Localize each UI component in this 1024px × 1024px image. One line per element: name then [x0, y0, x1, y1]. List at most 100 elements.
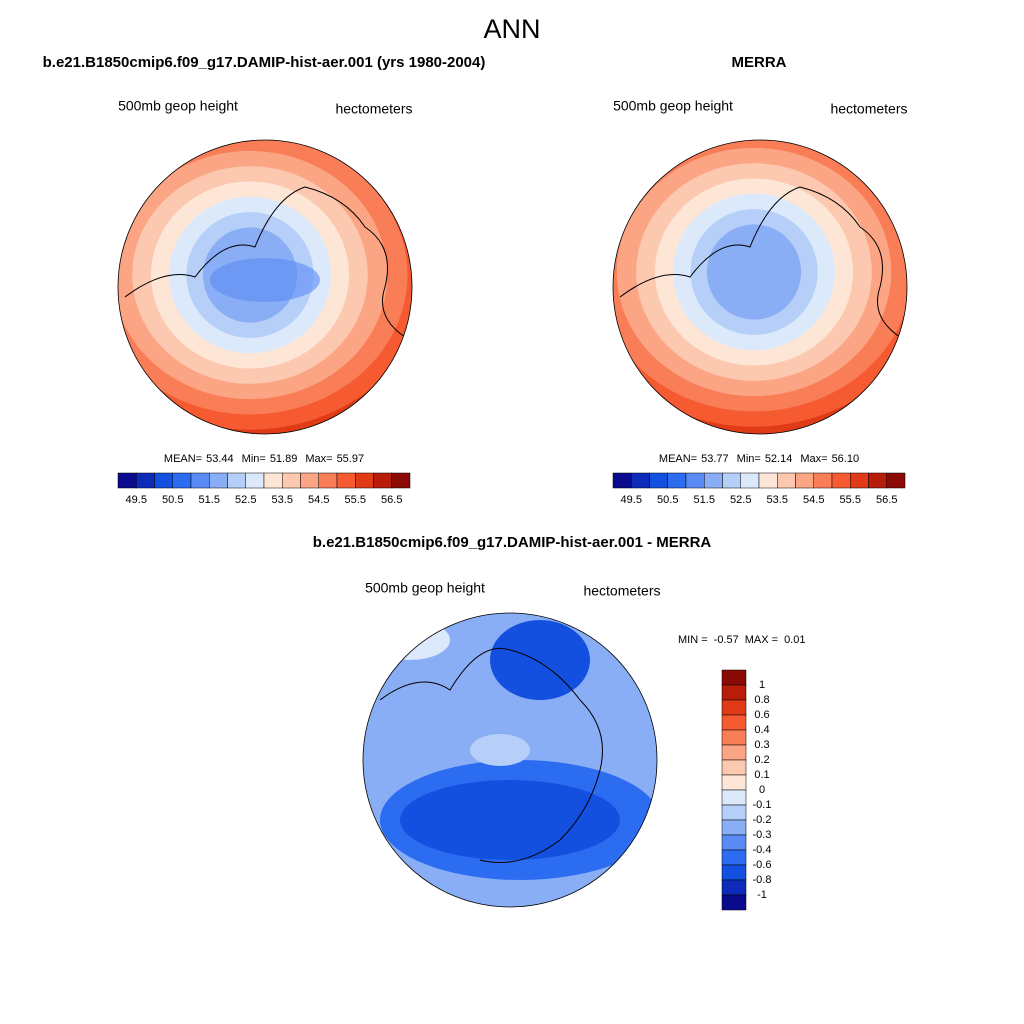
colorbar-label: -1 — [757, 889, 767, 901]
colorbar-box — [190, 472, 210, 489]
colorbar-label: 54.5 — [308, 494, 329, 506]
stat-label: Min= — [242, 453, 266, 465]
stat-label: MAX = — [745, 634, 778, 646]
contour-band — [400, 780, 620, 860]
colorbar-box — [282, 472, 301, 489]
colorbar-box — [318, 472, 338, 489]
coastline — [379, 647, 603, 863]
polar-map — [118, 140, 412, 434]
colorbar-label: -0.3 — [753, 829, 772, 841]
variable-label: 500mb geop height — [365, 580, 485, 596]
panel-title: MERRA — [732, 54, 787, 71]
panel-title: b.e21.B1850cmip6.f09_g17.DAMIP-hist-aer.… — [43, 54, 486, 71]
colorbar-label: 51.5 — [694, 494, 715, 506]
colorbar-box — [721, 789, 747, 806]
colorbar-box — [721, 759, 747, 776]
colorbar-box — [722, 472, 741, 489]
colorbar-box — [721, 699, 747, 716]
colorbar-label: 0 — [759, 784, 765, 796]
colorbar-box — [136, 472, 155, 489]
colorbar-box — [227, 472, 246, 489]
units-label: hectometers — [335, 101, 412, 117]
contour-band — [370, 620, 450, 660]
stat-value: -0.57 — [714, 634, 739, 646]
polar-map — [613, 140, 907, 434]
colorbar-box — [245, 472, 265, 489]
polar-map — [363, 613, 657, 907]
colorbar-label: 54.5 — [803, 494, 824, 506]
stat-label: Max= — [305, 453, 332, 465]
colorbar-box — [154, 472, 173, 489]
colorbar-label: 52.5 — [730, 494, 751, 506]
contour-band — [210, 258, 320, 302]
colorbar-box — [612, 472, 632, 489]
stat-label: Min= — [737, 453, 761, 465]
colorbar-box — [685, 472, 705, 489]
stat-value: 51.89 — [270, 453, 298, 465]
colorbar-box — [886, 472, 906, 489]
stat-value: 56.10 — [832, 453, 860, 465]
colorbar-box — [777, 472, 796, 489]
colorbar-box — [721, 774, 747, 791]
colorbar-label: 56.5 — [381, 494, 402, 506]
colorbar-box — [850, 472, 869, 489]
colorbar-label: 0.1 — [754, 769, 769, 781]
colorbar-box — [721, 729, 747, 746]
colorbar-label: 50.5 — [162, 494, 183, 506]
colorbar-box — [758, 472, 778, 489]
colorbar-box — [391, 472, 411, 489]
colorbar-box — [813, 472, 833, 489]
stats-line: MIN = -0.57 MAX = 0.01 — [678, 634, 805, 646]
colorbar-label: 50.5 — [657, 494, 678, 506]
stats-line: MEAN= 53.44 Min= 51.89 Max= 55.97 — [164, 453, 364, 465]
colorbar-box — [721, 864, 747, 881]
stat-label: MEAN= — [659, 453, 697, 465]
colorbar-box — [721, 714, 747, 731]
colorbar-label: 55.5 — [345, 494, 366, 506]
variable-label: 500mb geop height — [613, 98, 733, 114]
stat-value: 52.14 — [765, 453, 793, 465]
colorbar-box — [263, 472, 283, 489]
map-outline — [117, 139, 413, 435]
colorbar-box — [209, 472, 228, 489]
colorbar-label: -0.6 — [753, 859, 772, 871]
colorbar-label: 56.5 — [876, 494, 897, 506]
colorbar-label: 52.5 — [235, 494, 256, 506]
colorbar-label: 0.6 — [754, 709, 769, 721]
stats-line: MEAN= 53.77 Min= 52.14 Max= 56.10 — [659, 453, 859, 465]
main-title: ANN — [483, 14, 540, 44]
colorbar-label: 0.8 — [754, 694, 769, 706]
colorbar-label: 51.5 — [199, 494, 220, 506]
map-outline — [362, 612, 658, 908]
colorbar-box — [631, 472, 650, 489]
stat-value: 0.01 — [784, 634, 805, 646]
colorbar-box — [336, 472, 356, 489]
colorbar-box — [721, 684, 747, 701]
colorbar-box — [795, 472, 814, 489]
colorbar-label: 49.5 — [621, 494, 642, 506]
colorbar-box — [721, 669, 747, 686]
colorbar-box — [721, 879, 747, 896]
colorbar-box — [831, 472, 851, 489]
stat-value: 55.97 — [337, 453, 365, 465]
colorbar-box — [649, 472, 668, 489]
colorbar-box — [868, 472, 887, 489]
colorbar-label: -0.1 — [753, 799, 772, 811]
units-label: hectometers — [830, 101, 907, 117]
map-outline — [612, 139, 908, 435]
colorbar-box — [300, 472, 319, 489]
colorbar-box — [740, 472, 760, 489]
stat-label: MIN = — [678, 634, 708, 646]
colorbar-label: 53.5 — [272, 494, 293, 506]
colorbar-box — [721, 834, 747, 851]
contour-band — [490, 620, 590, 700]
colorbar-box — [117, 472, 137, 489]
colorbar-box — [721, 819, 747, 836]
colorbar-label: 0.3 — [754, 739, 769, 751]
stat-value: 53.77 — [701, 453, 729, 465]
colorbar-label: -0.8 — [753, 874, 772, 886]
contour-band — [706, 224, 802, 320]
variable-label: 500mb geop height — [118, 98, 238, 114]
colorbar-box — [355, 472, 374, 489]
